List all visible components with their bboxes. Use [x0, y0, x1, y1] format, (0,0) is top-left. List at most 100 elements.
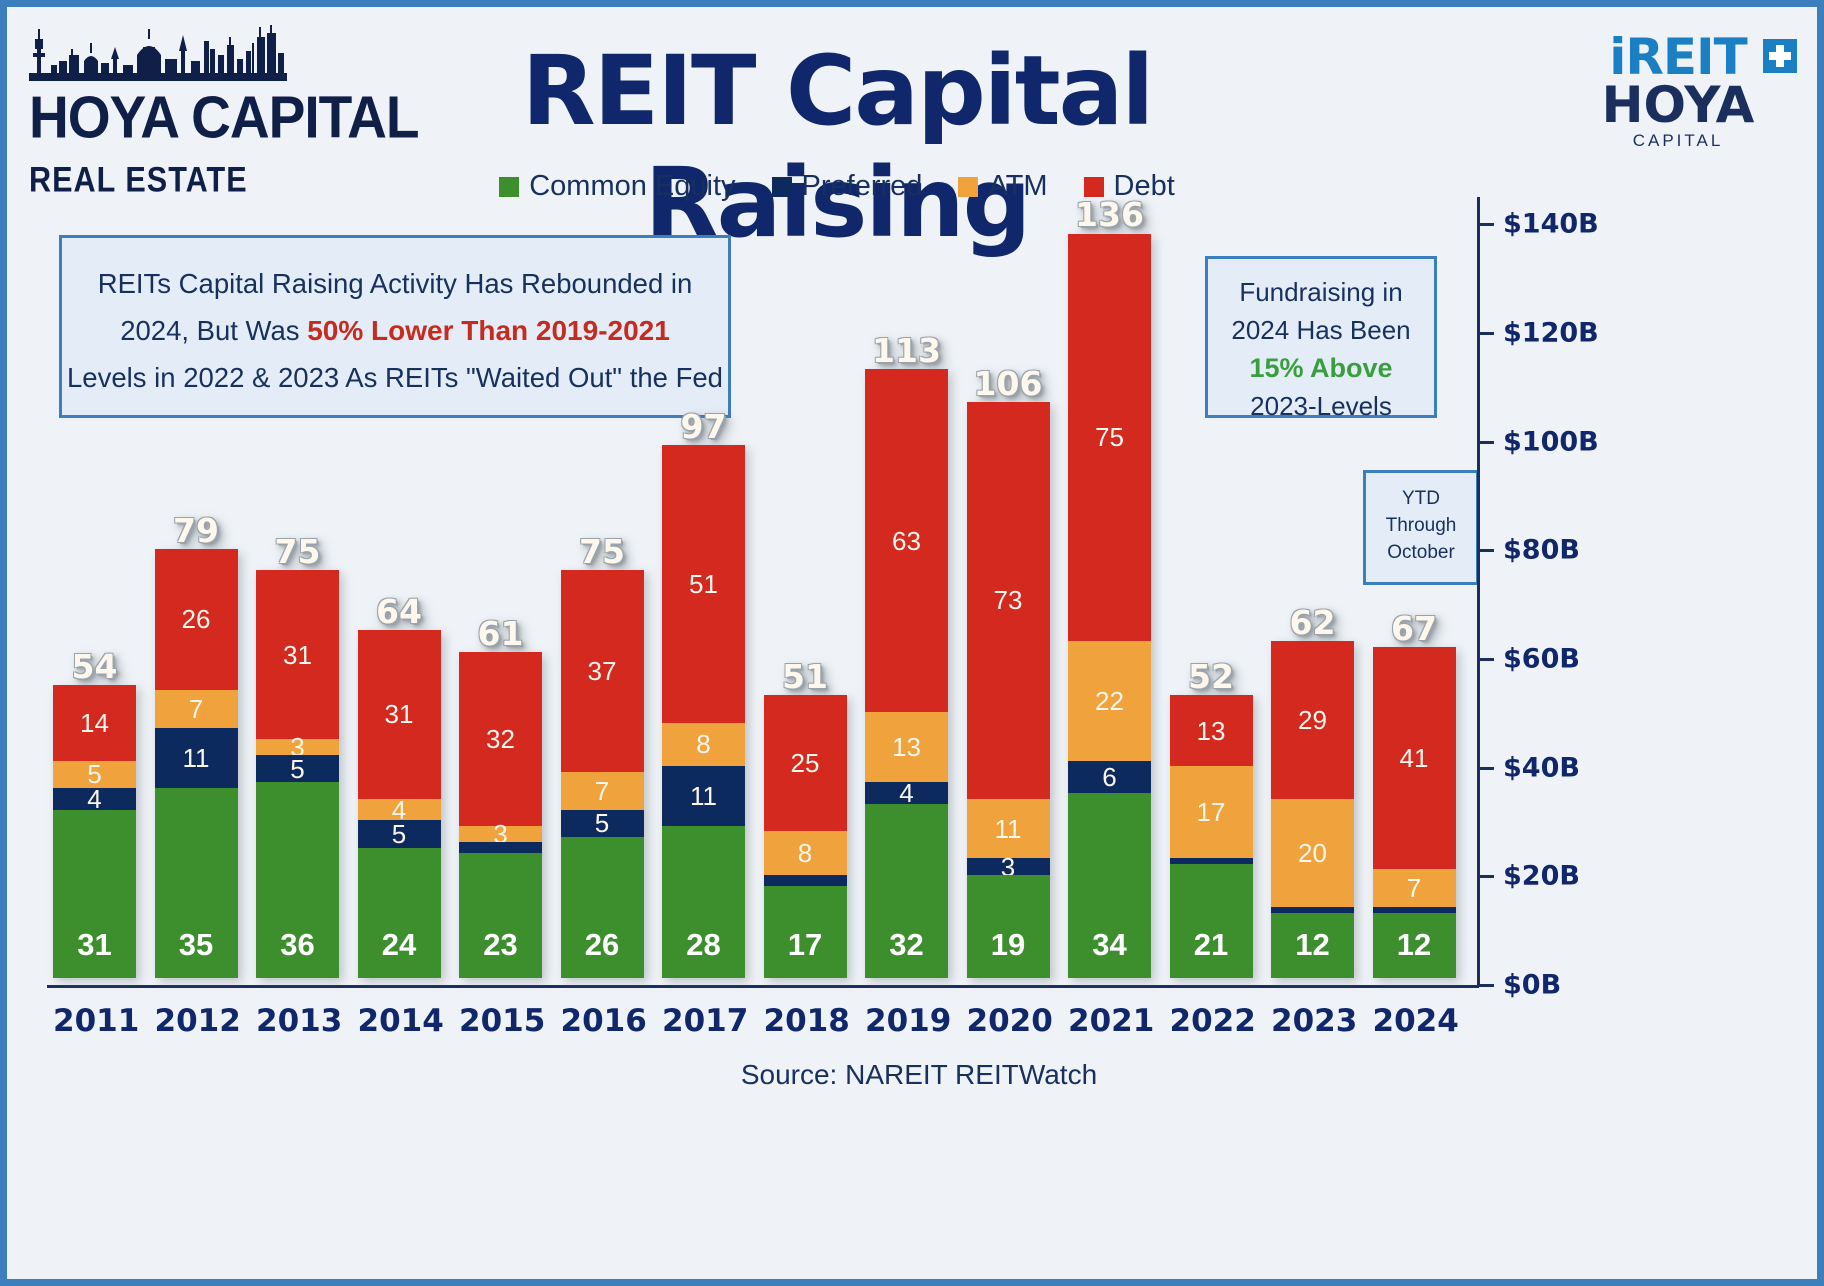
ireit-hoya-capital-logo: iREIT HOYA CAPITAL — [1563, 32, 1797, 158]
legend-item-common-equity[interactable]: Common Equity — [499, 170, 736, 203]
bar-2020[interactable]: 106 73 11 3 19 — [966, 364, 1050, 978]
bar-segment-red[interactable]: 73 — [966, 401, 1050, 799]
bar-segment-red[interactable]: 41 — [1372, 646, 1456, 870]
bar-2019[interactable]: 113 63 13 4 32 — [865, 331, 948, 978]
bar-2023[interactable]: 62 29 20 1 12 — [1271, 603, 1354, 978]
bar-total-label: 52 — [1188, 657, 1234, 697]
callout-right-line-2: 2024 Has Been — [1231, 315, 1411, 345]
logo-line-2: REAL ESTATE — [29, 161, 248, 200]
bar-segment-navy[interactable]: 2 — [459, 842, 542, 854]
bar-segment-green[interactable]: 19 — [966, 874, 1050, 978]
bar-2015[interactable]: 61 32 32 23 — [459, 614, 542, 978]
chart-legend: Common Equity Preferred ATM Debt — [337, 170, 1337, 203]
bar-segment-navy[interactable]: 4 — [865, 778, 948, 809]
bar-segment-red[interactable]: 63 — [865, 369, 948, 712]
bar-segment-value: 4 — [899, 778, 914, 809]
bar-segment-navy[interactable]: 11 — [662, 766, 745, 826]
x-axis-label: 2024 — [1372, 1003, 1459, 1039]
y-axis-tick — [1480, 549, 1494, 553]
bar-segment-green[interactable]: 32 — [865, 804, 948, 978]
bar-2014[interactable]: 64 31 4 5 24 — [357, 592, 441, 978]
bar-segment-red[interactable]: 25 — [763, 695, 847, 832]
bar-2022[interactable]: 52 13 17 1 21 — [1169, 657, 1253, 978]
bar-segment-red[interactable]: 51 — [662, 445, 745, 723]
bar-segment-orange[interactable]: 17 — [1169, 766, 1253, 859]
callout-right-line-4: 2023-Levels — [1250, 391, 1392, 421]
bar-segment-red[interactable]: 26 — [154, 548, 238, 690]
bar-segment-orange[interactable]: 3 — [459, 821, 542, 847]
bar-segment-orange[interactable]: 22 — [1068, 641, 1151, 761]
bar-2024[interactable]: 67 41 7 1 12 — [1372, 609, 1456, 978]
y-axis-tick — [1480, 984, 1494, 987]
bar-segment-green[interactable]: 24 — [357, 847, 441, 978]
ireit-line-1: iREIT — [1563, 32, 1797, 82]
bar-segment-green[interactable]: 36 — [256, 782, 339, 978]
bar-segment-navy[interactable]: 5 — [560, 809, 644, 837]
bar-segment-green[interactable]: 17 — [763, 885, 847, 978]
bar-segment-red[interactable]: 75 — [1068, 233, 1151, 642]
bar-2016[interactable]: 75 37 7 5 26 — [560, 532, 644, 978]
bar-segment-green[interactable]: 12 — [1271, 912, 1354, 978]
bar-segment-navy[interactable]: 5 — [256, 755, 339, 783]
bar-segment-orange[interactable]: 20 — [1271, 798, 1354, 908]
bar-segment-orange[interactable]: 7 — [1372, 869, 1456, 908]
bar-total-label: 62 — [1289, 603, 1336, 643]
x-axis-label: 2014 — [357, 1003, 444, 1039]
bar-segment-red[interactable]: 32 — [459, 651, 542, 826]
bar-segment-navy[interactable]: 5 — [357, 820, 441, 848]
bar-segment-navy[interactable]: 3 — [966, 854, 1050, 880]
x-axis-label: 2023 — [1271, 1003, 1358, 1039]
bar-2018[interactable]: 51 25 8 2 17 — [763, 657, 847, 978]
bar-segment-orange[interactable]: 3 — [256, 734, 339, 760]
bar-segment-green[interactable]: 23 — [459, 853, 542, 978]
bar-segment-value: 17 — [1196, 797, 1226, 828]
bar-segment-orange[interactable]: 5 — [53, 760, 136, 788]
bar-segment-red[interactable]: 13 — [1169, 695, 1253, 767]
bar-segment-navy[interactable]: 11 — [154, 728, 238, 788]
bar-segment-orange[interactable]: 7 — [154, 690, 238, 729]
x-axis-label: 2015 — [459, 1003, 546, 1039]
bar-segment-value: 7 — [594, 775, 610, 806]
bar-segment-orange[interactable]: 7 — [560, 771, 644, 810]
bar-segment-navy[interactable]: 1 — [1169, 858, 1253, 864]
bar-total-label: 79 — [173, 510, 219, 550]
bar-segment-red[interactable]: 14 — [53, 684, 136, 761]
bar-2021[interactable]: 136 75 22 6 34 — [1068, 195, 1151, 978]
bar-segment-navy[interactable]: 6 — [1068, 760, 1151, 794]
bar-segment-green[interactable]: 26 — [560, 836, 644, 978]
bar-segment-green[interactable]: 34 — [1068, 793, 1151, 978]
y-axis-tick-label: $0B — [1503, 969, 1562, 1001]
bar-total-label: 64 — [376, 592, 422, 632]
bar-segment-red[interactable]: 31 — [256, 570, 339, 739]
bar-segment-green[interactable]: 35 — [154, 787, 238, 978]
bar-segment-green[interactable]: 12 — [1372, 912, 1456, 978]
legend-item-preferred[interactable]: Preferred — [771, 170, 922, 203]
legend-item-atm[interactable]: ATM — [958, 170, 1048, 203]
callout-ytd-line-2: Through — [1385, 515, 1457, 536]
bar-segment-green[interactable]: 21 — [1169, 863, 1253, 978]
bar-segment-value: 51 — [689, 569, 718, 600]
bar-segment-green[interactable]: 28 — [662, 825, 745, 978]
bar-segment-navy[interactable]: 1 — [1271, 907, 1354, 913]
x-axis-label: 2021 — [1068, 1003, 1155, 1039]
legend-swatch-icon — [771, 176, 792, 197]
bar-segment-orange[interactable]: 4 — [357, 797, 441, 823]
bar-segment-orange[interactable]: 11 — [966, 798, 1050, 859]
legend-item-debt[interactable]: Debt — [1083, 170, 1175, 203]
x-axis-label: 2020 — [966, 1003, 1053, 1039]
bar-2011[interactable]: 54 14 5 4 31 — [53, 647, 136, 978]
bar-segment-red[interactable]: 31 — [357, 630, 441, 799]
bar-segment-value: 37 — [587, 655, 617, 686]
bar-2017[interactable]: 97 51 8 11 28 — [662, 407, 745, 978]
bar-segment-navy[interactable]: 1 — [1372, 907, 1456, 913]
bar-segment-green[interactable]: 31 — [53, 809, 136, 978]
bar-segment-orange[interactable]: 13 — [865, 711, 948, 783]
bar-segment-navy[interactable]: 4 — [53, 786, 136, 812]
bar-segment-navy[interactable]: 2 — [763, 874, 847, 886]
bar-2012[interactable]: 79 26 7 11 35 — [154, 511, 238, 978]
bar-segment-orange[interactable]: 8 — [763, 831, 847, 875]
bar-segment-red[interactable]: 29 — [1271, 641, 1354, 799]
bar-segment-orange[interactable]: 8 — [662, 722, 745, 767]
bar-2013[interactable]: 75 31 3 5 36 — [256, 532, 339, 978]
bar-segment-red[interactable]: 37 — [560, 570, 644, 772]
